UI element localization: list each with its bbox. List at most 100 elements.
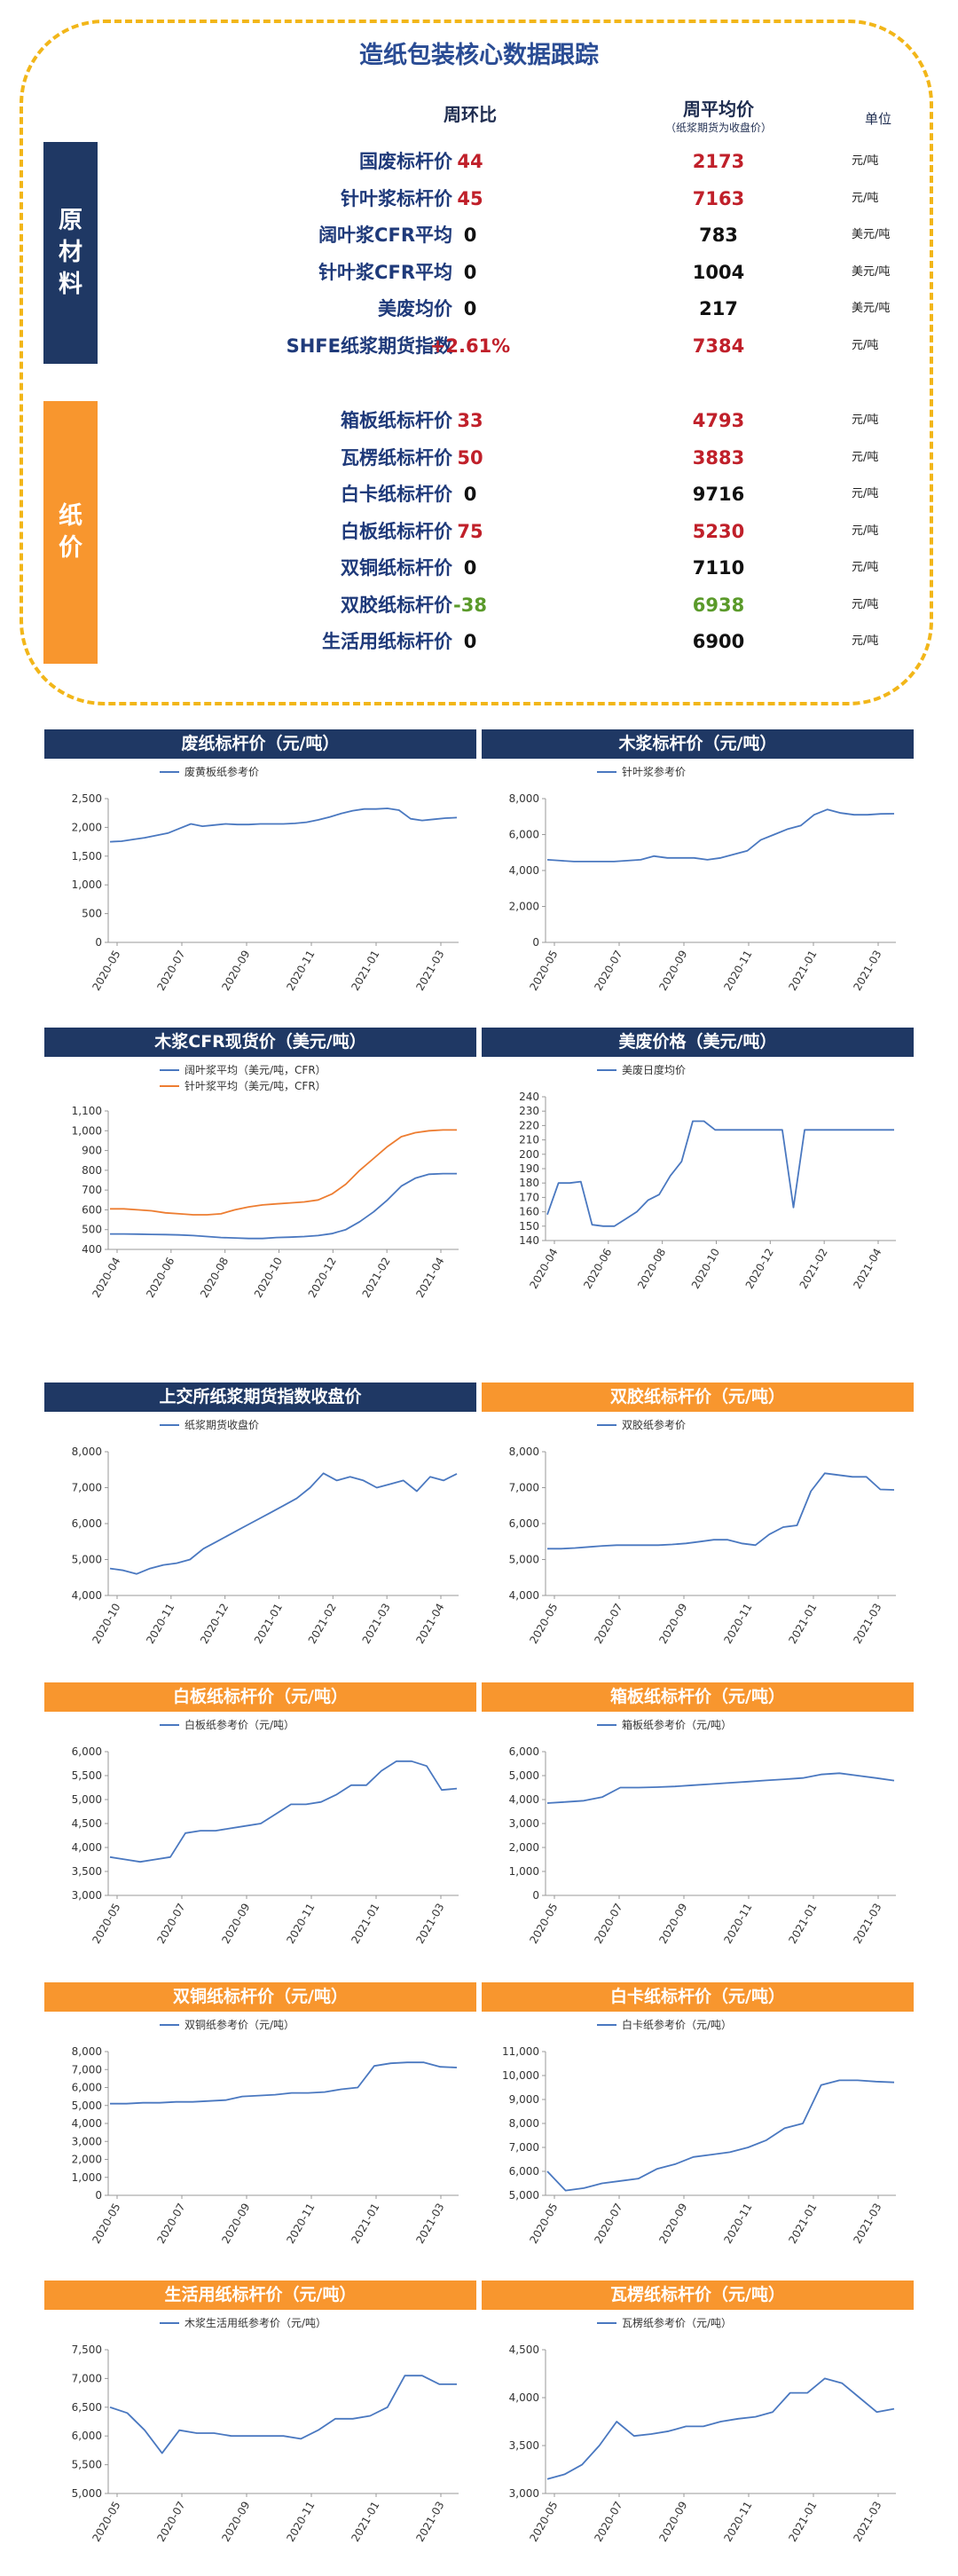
chart-11: 瓦楞纸参考价（元/吨） 3,000 3,500 4,000 4,500 2020-05 20… [509,2316,896,2544]
row-change: 0 [463,631,477,652]
row-change: 0 [463,557,477,579]
x-tick-label: 2020-11 [284,2202,317,2246]
x-tick-label: 2020-11 [721,949,754,993]
x-tick-label: 2021-03 [851,1902,883,1946]
x-tick-label: 2020-07 [592,2500,624,2544]
y-tick-label: 5,000 [72,2487,102,2500]
col-avg-header: 周平均价 [683,98,754,120]
group-label-char: 料 [59,271,82,298]
row-name: 美废均价 [378,298,452,319]
series-line [110,1129,457,1216]
y-tick-label: 0 [95,2189,102,2202]
group-block-1: 纸价 [43,401,98,664]
y-tick-label: 3,000 [72,2135,102,2147]
x-tick-label: 2021-03 [413,1902,446,1946]
y-tick-label: 200 [519,1148,539,1161]
legend-label: 双胶纸参考价 [622,1418,686,1431]
legend-label: 纸浆期货收盘价 [185,1418,259,1431]
row-unit: 元/吨 [852,338,879,352]
table-row: SHFE纸浆期货指数 +2.61% 7384 元/吨 [106,328,905,364]
table-row: 生活用纸标杆价 0 6900 元/吨 [106,624,905,659]
y-tick-label: 3,000 [509,1817,539,1830]
y-tick-label: 1,000 [72,2171,102,2184]
x-tick-label: 2020-09 [219,949,252,993]
row-unit: 元/吨 [852,524,879,538]
row-avg: 4793 [692,410,745,431]
y-tick-label: 8,000 [509,1446,539,1458]
row-change: 44 [457,151,483,172]
chart-2: 阔叶浆平均（美元/吨，CFR） 针叶浆平均（美元/吨，CFR） 400 500 600 7… [72,1063,459,1300]
row-change: 0 [463,484,477,505]
chart-9: 白卡纸参考价（元/吨） 5,000 6,000 7,000 8,000 9,000 10,0… [502,2018,896,2246]
row-name: 生活用纸标杆价 [322,631,452,652]
table-row: 阔叶浆CFR平均 0 783 美元/吨 [106,217,905,253]
x-tick-label: 2020-10 [689,1247,722,1291]
x-tick-label: 2020-05 [527,2202,560,2246]
row-name: 针叶浆标杆价 [341,187,452,209]
chart-title: 箱板纸标杆价（元/吨） [482,1682,914,1712]
y-tick-label: 600 [82,1203,102,1216]
x-tick-label: 2021-03 [851,1602,883,1646]
y-tick-label: 170 [519,1191,539,1203]
x-tick-label: 2021-01 [349,2500,381,2544]
y-tick-label: 3,500 [72,1865,102,1878]
x-tick-label: 2021-02 [306,1602,339,1646]
y-tick-label: 1,500 [72,850,102,863]
x-tick-label: 2021-01 [786,2500,819,2544]
y-tick-label: 8,000 [72,2045,102,2058]
series-line [109,1760,458,1863]
row-avg: 6900 [692,631,745,652]
x-tick-label: 2021-03 [413,2500,446,2544]
row-avg: 7110 [692,557,745,579]
group-label-char: 纸 [59,502,82,530]
x-tick-label: 2020-10 [252,1256,285,1300]
row-change: +2.61% [429,335,511,357]
y-tick-label: 500 [82,1224,102,1236]
x-tick-label: 2020-11 [721,2202,754,2246]
x-tick-label: 2020-11 [144,1602,177,1646]
group-label-char: 材 [59,239,82,266]
chart-title: 瓦楞纸标杆价（元/吨） [482,2281,914,2310]
x-tick-label: 2020-12 [743,1247,776,1291]
series-line [110,1172,457,1240]
table-row: 白卡纸标杆价 0 9716 元/吨 [106,477,905,512]
y-tick-label: 140 [519,1234,539,1247]
y-tick-label: 0 [532,1889,539,1902]
x-tick-label: 2020-07 [154,949,187,993]
series-line [110,2061,458,2105]
x-tick-label: 2020-07 [592,1902,624,1946]
y-tick-label: 8,000 [509,792,539,805]
group-label-char: 价 [59,534,82,562]
series-line [109,1472,458,1575]
col-change-header: 周环比 [444,104,497,125]
row-change: 0 [463,261,477,283]
summary-frame [20,20,933,705]
y-tick-label: 0 [532,936,539,949]
group-label-char: 原 [59,207,82,234]
chart-4: 纸浆期货收盘价 4,000 5,000 6,000 7,000 8,000 2020-10 2… [72,1418,459,1646]
x-tick-label: 2020-07 [154,2202,187,2246]
row-unit: 元/吨 [852,561,879,574]
x-tick-label: 2020-05 [527,1602,560,1646]
table-row: 国废标杆价 44 2173 元/吨 [106,144,905,179]
y-tick-label: 5,000 [509,1554,539,1566]
row-unit: 元/吨 [852,191,879,205]
x-tick-label: 2020-05 [90,2202,122,2246]
row-avg: 2173 [692,151,745,172]
chart-title: 双胶纸标杆价（元/吨） [482,1383,914,1412]
y-tick-label: 9,000 [509,2093,539,2106]
y-tick-label: 210 [519,1134,539,1146]
table-row: 针叶浆标杆价 45 7163 元/吨 [106,181,905,217]
y-tick-label: 5,500 [72,2459,102,2471]
row-unit: 美元/吨 [852,264,891,279]
x-tick-label: 2020-05 [90,2500,122,2544]
x-tick-label: 2020-11 [721,1602,754,1646]
y-tick-label: 7,000 [509,2141,539,2154]
x-tick-label: 2020-12 [306,1256,339,1300]
y-tick-label: 6,000 [509,829,539,841]
y-tick-label: 8,000 [72,1446,102,1458]
y-tick-label: 180 [519,1177,539,1189]
x-tick-label: 2021-02 [797,1247,830,1291]
row-name: 国废标杆价 [359,151,452,172]
x-tick-label: 2020-08 [198,1256,231,1300]
